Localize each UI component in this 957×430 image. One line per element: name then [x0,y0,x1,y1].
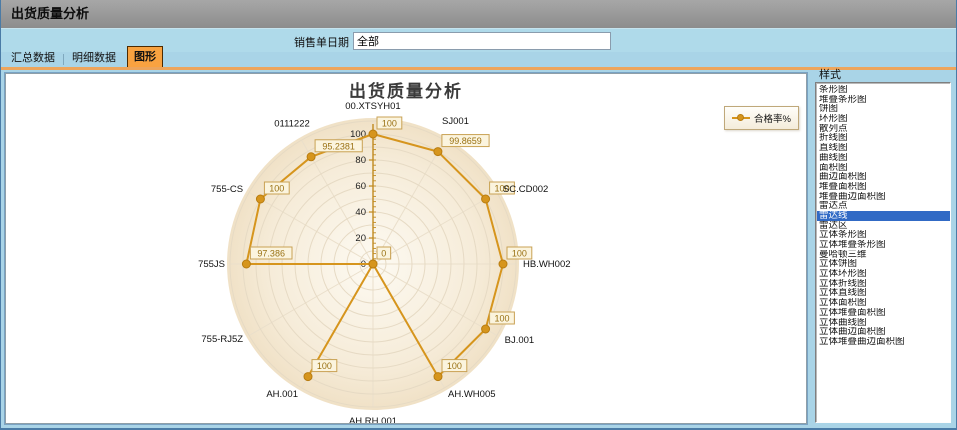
chart-title: 出货质量分析 [349,82,463,102]
tab-chart[interactable]: 图形 [127,46,163,67]
style-list-item-27[interactable]: 立体堆叠曲边面积图 [819,336,905,347]
style-list-item-14[interactable]: 雷达线 [817,210,950,221]
legend-dot-icon [737,114,744,121]
style-listbox[interactable]: 条形图 堆叠条形图 饼图 环形图 散列点 折线图 直线图 曲线图 面积图 曲边面积图 堆叠面积图 堆叠… [815,82,951,423]
style-list-item-16[interactable]: 立体条形图 [819,230,867,240]
svg-text:100: 100 [317,361,332,371]
page-title: 出货质量分析 [11,6,90,21]
style-list-item-23[interactable]: 立体面积图 [819,298,867,308]
chart-panel: 出货质量分析 合格率% 0 20 40 60 80 100 100 99.8659 100 100… [5,73,807,424]
style-list-item-5[interactable]: 散列点 [819,123,848,134]
style-list-item-13[interactable]: 雷达点 [819,201,848,211]
svg-text:AH.001: AH.001 [266,389,298,400]
style-panel: 样式 条形图 堆叠条形图 饼图 环形图 散列点 折线图 直线图 曲线图 面积图 曲边面积图 堆叠面积… [813,56,954,424]
svg-text:755JS: 755JS [198,259,225,270]
legend-line-marker [732,114,750,121]
style-list-item-15[interactable]: 雷达区 [819,220,848,231]
style-list-item-17[interactable]: 立体堆叠条形图 [819,240,886,250]
svg-text:100: 100 [494,184,509,194]
svg-text:95.2381: 95.2381 [322,141,355,151]
svg-text:80: 80 [355,155,366,166]
radar-chart: 02040608010010099.8659100100100100010009… [198,101,571,423]
style-list-item-3[interactable]: 饼图 [819,104,839,115]
svg-text:100: 100 [494,314,509,324]
style-list-item-24[interactable]: 立体堆叠面积图 [819,307,886,318]
style-list-item-10[interactable]: 曲边面积图 [819,172,867,182]
style-list-item-22[interactable]: 立体直线图 [819,288,867,299]
style-list-item-19[interactable]: 立体饼图 [819,259,858,270]
style-panel-title: 样式 [819,69,841,81]
svg-text:AH.RH.001: AH.RH.001 [349,416,397,423]
titlebar: 出货质量分析 [1,0,956,28]
svg-text:0111222: 0111222 [274,119,310,130]
tab-summary-data[interactable]: 汇总数据 [11,52,55,64]
svg-text:AH.WH005: AH.WH005 [448,389,496,400]
legend: 合格率% [724,106,799,130]
svg-text:99.8659: 99.8659 [449,136,482,146]
svg-text:HB.WH002: HB.WH002 [523,259,571,270]
svg-text:20: 20 [355,233,366,244]
style-list-item-21[interactable]: 立体折线图 [819,278,867,289]
tab-strip: 汇总数据 明细数据 图形 [1,46,956,70]
svg-text:97.386: 97.386 [257,249,285,259]
svg-text:BJ.001: BJ.001 [505,335,535,346]
svg-text:0: 0 [381,249,386,259]
svg-text:SJ001: SJ001 [442,116,469,127]
sales-date-label: 销售单日期 [294,37,349,49]
style-list-item-12[interactable]: 堆叠曲边面积图 [819,191,886,202]
svg-text:100: 100 [350,129,366,140]
svg-text:100: 100 [512,249,527,259]
svg-text:60: 60 [355,181,366,192]
style-list-item-2[interactable]: 堆叠条形图 [819,94,867,105]
tab-separator [63,54,64,65]
svg-text:40: 40 [355,207,366,218]
svg-text:755-RJ5Z: 755-RJ5Z [201,334,243,345]
svg-text:SC.CD002: SC.CD002 [503,184,548,195]
svg-text:100: 100 [447,361,462,371]
style-list-item-18[interactable]: 曼哈顿三维 [819,249,867,260]
svg-text:100: 100 [382,119,397,129]
style-list-item-6[interactable]: 折线图 [819,133,848,144]
legend-series-label: 合格率% [754,114,791,125]
style-list-item-25[interactable]: 立体曲线图 [819,317,867,328]
style-list-item-8[interactable]: 曲线图 [819,152,848,163]
style-list-item-7[interactable]: 直线图 [819,143,848,153]
style-list-item-4[interactable]: 环形图 [819,114,848,124]
style-list-item-11[interactable]: 堆叠面积图 [819,181,867,192]
sales-date-input[interactable] [353,32,611,50]
svg-text:755-CS: 755-CS [211,184,243,195]
style-list-item-20[interactable]: 立体环形图 [819,269,867,279]
style-list-item-26[interactable]: 立体曲边面积图 [819,327,886,337]
svg-text:100: 100 [269,184,284,194]
style-list-item-9[interactable]: 面积图 [819,162,848,173]
style-list-item-1[interactable]: 条形图 [819,85,848,95]
svg-text:00.XTSYH01: 00.XTSYH01 [345,101,400,112]
tab-detail-data[interactable]: 明细数据 [72,52,116,64]
